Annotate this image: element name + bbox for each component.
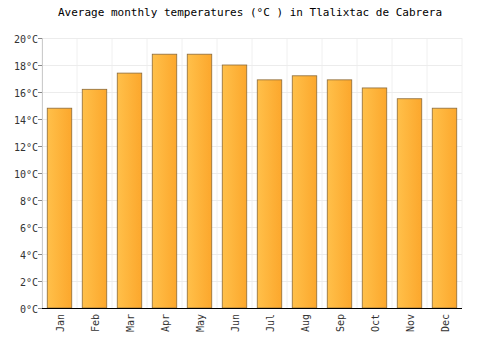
y-tick-label: 12°C bbox=[14, 142, 38, 153]
bar bbox=[257, 80, 282, 308]
bar bbox=[47, 108, 72, 308]
y-tick bbox=[38, 119, 42, 120]
grid-line bbox=[42, 38, 462, 39]
y-tick-label: 10°C bbox=[14, 169, 38, 180]
y-tick-label: 16°C bbox=[14, 88, 38, 99]
x-tick-label: Feb bbox=[90, 314, 101, 332]
grid-line bbox=[42, 308, 462, 309]
x-tick-label: Dec bbox=[440, 314, 451, 332]
bar bbox=[82, 89, 107, 308]
y-tick bbox=[38, 254, 42, 255]
y-tick bbox=[38, 38, 42, 39]
y-tick bbox=[38, 227, 42, 228]
x-tick-label: Oct bbox=[370, 314, 381, 332]
y-tick-label: 4°C bbox=[20, 250, 38, 261]
y-tick bbox=[38, 281, 42, 282]
y-tick bbox=[38, 146, 42, 147]
y-tick-label: 8°C bbox=[20, 196, 38, 207]
x-tick-label: Mar bbox=[125, 314, 136, 332]
chart-svg: Average monthly temperatures (°C ) in Tl… bbox=[0, 0, 500, 350]
x-tick-label: May bbox=[195, 314, 206, 332]
chart-container: Average monthly temperatures (°C ) in Tl… bbox=[0, 0, 500, 350]
title: Average monthly temperatures (°C ) in Tl… bbox=[58, 6, 442, 19]
bar bbox=[327, 80, 352, 308]
bar bbox=[362, 88, 387, 308]
bars bbox=[47, 54, 457, 308]
grid-line bbox=[42, 65, 462, 66]
x-tick-label: Sep bbox=[335, 314, 346, 332]
bar bbox=[117, 73, 142, 308]
y-axis-line bbox=[42, 38, 43, 308]
y-tick-label: 6°C bbox=[20, 223, 38, 234]
bar bbox=[432, 108, 457, 308]
bar bbox=[152, 54, 177, 308]
y-tick-label: 18°C bbox=[14, 61, 38, 72]
x-axis-line bbox=[42, 308, 462, 309]
x-tick-label: Aug bbox=[300, 314, 311, 332]
x-tick-label: Nov bbox=[405, 314, 416, 332]
x-tick-label: Apr bbox=[160, 314, 171, 332]
y-tick bbox=[38, 65, 42, 66]
y-tick-label: 14°C bbox=[14, 115, 38, 126]
y-tick-label: 2°C bbox=[20, 277, 38, 288]
y-tick bbox=[38, 173, 42, 174]
x-tick-label: Jun bbox=[230, 314, 241, 332]
y-tick bbox=[38, 308, 42, 309]
y-tick-label: 0°C bbox=[20, 304, 38, 315]
y-tick bbox=[38, 92, 42, 93]
bar bbox=[187, 54, 212, 308]
y-tick-label: 20°C bbox=[14, 34, 38, 45]
x-tick-label: Jan bbox=[55, 314, 66, 332]
bar bbox=[292, 76, 317, 308]
x-tick-label: Jul bbox=[265, 314, 276, 332]
y-tick bbox=[38, 200, 42, 201]
bar bbox=[222, 65, 247, 308]
bar bbox=[397, 99, 422, 308]
